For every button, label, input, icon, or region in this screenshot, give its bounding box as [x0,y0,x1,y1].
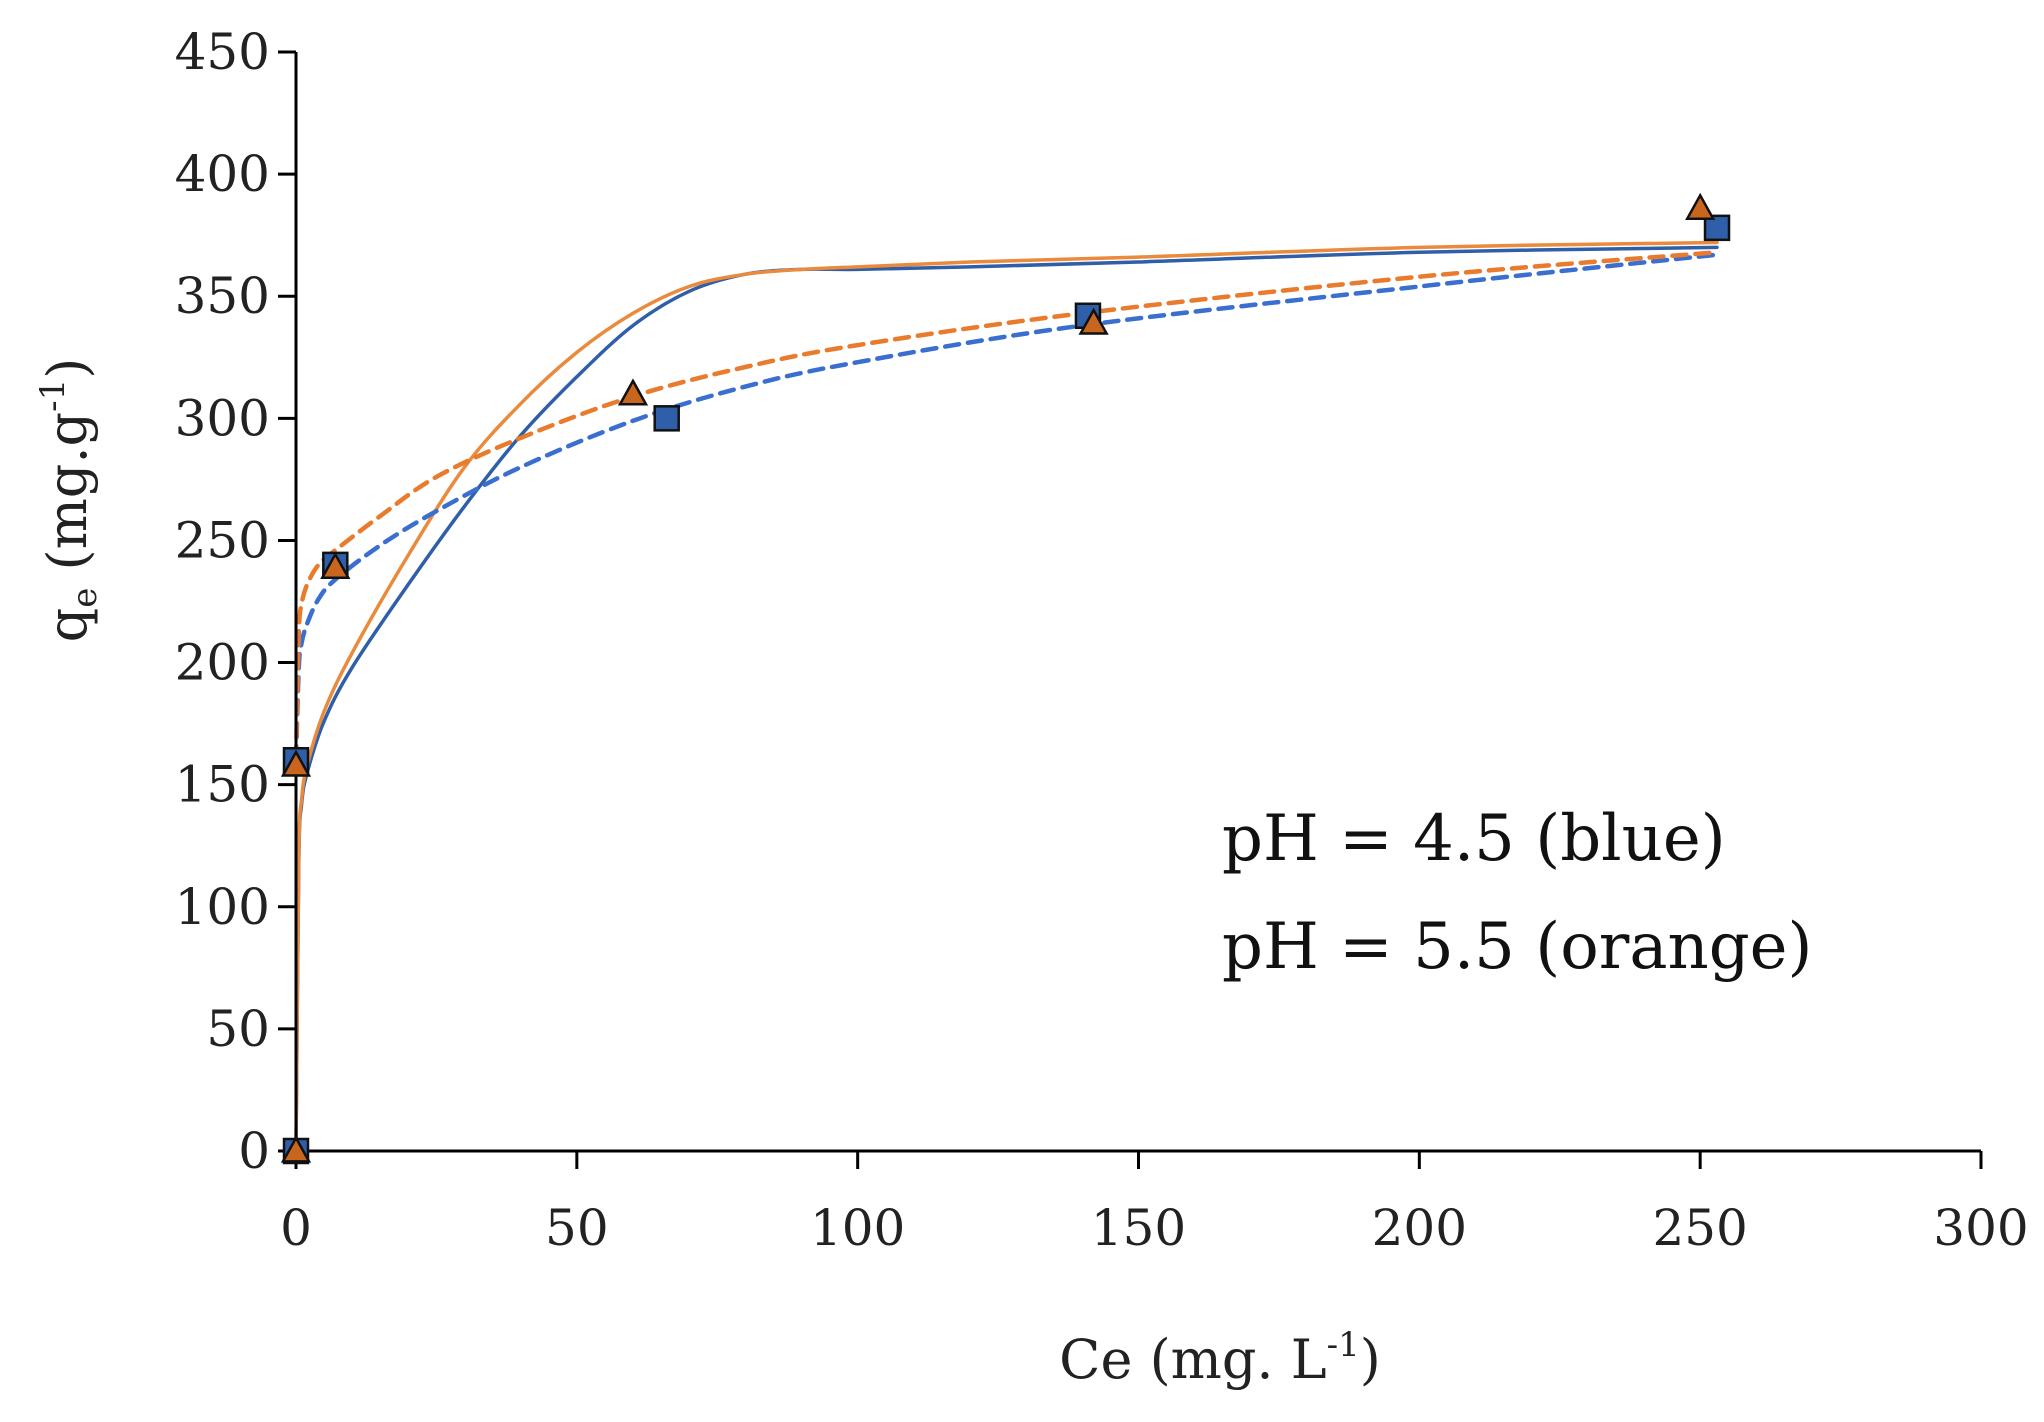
y-tick-label: 450 [175,23,270,81]
data-point-triangle [1685,192,1716,220]
y-tick-label: 300 [175,389,270,447]
y-tick-label: 350 [175,267,270,325]
data-point-triangle [320,551,351,579]
y-tick-label: 250 [175,511,270,569]
data-point-triangle [280,1135,312,1163]
x-axis-title: Ce (mg. L-1) [1059,1325,1381,1391]
fit-curves [293,240,1720,1153]
data-point-triangle [280,749,312,777]
data-point-triangle [617,378,649,406]
y-tick-label: 200 [175,634,270,692]
y-tick-label: 400 [175,145,270,203]
dashed-fit-line-3 [293,250,1720,763]
annotation-ph-orange: pH = 5.5 (orange) [1222,910,1813,984]
y-tick-label: 100 [175,878,270,936]
data-markers [280,192,1731,1165]
x-tick-label: 300 [1933,1199,2028,1257]
annotation-ph-blue: pH = 4.5 (blue) [1222,802,1726,876]
data-point-square [653,405,680,432]
x-tick-label: 50 [545,1199,609,1257]
x-tick-label: 250 [1652,1199,1747,1257]
tick-marks: 0 50 100 150 200 250 300 350 400 450 0 50 100 150 200 2… [175,23,2029,1257]
y-tick-label: 50 [206,1000,270,1058]
y-tick-label: 150 [175,756,270,814]
y-tick-label: 0 [238,1122,270,1180]
solid-fit-line-1 [294,240,1719,1153]
x-tick-label: 200 [1372,1199,1467,1257]
dashed-fit-line-2 [293,252,1720,763]
x-tick-label: 150 [1091,1199,1186,1257]
solid-fit-line-0 [294,245,1719,1153]
data-point-triangle [1078,307,1109,335]
y-axis-title: qe (mg.g-1) [33,358,105,643]
x-tick-label: 0 [280,1199,312,1257]
x-tick-label: 100 [810,1199,905,1257]
